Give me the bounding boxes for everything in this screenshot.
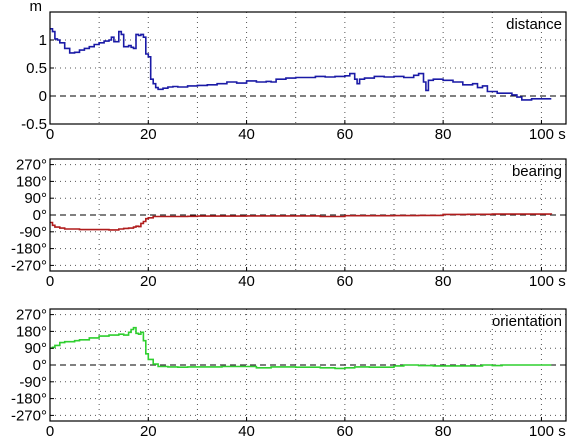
chart-2-ytick-label: 90°	[24, 340, 47, 357]
chart-1-xtick-label: 20	[140, 273, 157, 290]
bearing-panel: 270°180°90°0°-90°-180°-270°0 20 40 60 80 100 s…	[11, 157, 567, 290]
chart-0-ytick-label: -0.5	[21, 116, 47, 133]
chart-0-ylabel: m	[30, 0, 43, 15]
chart-1-xtick-label: 100	[529, 273, 554, 290]
chart-0-xtick-label: 60	[337, 126, 354, 143]
chart-0-series-line	[50, 28, 552, 101]
orientation-panel: 270°180°90°0°-90°-180°-270°0 20 40 60 80 100 s…	[11, 307, 567, 437]
chart-0-xlabel: s	[558, 126, 566, 143]
chart-0-title: distance	[506, 16, 562, 33]
chart-2-xtick-label: 40	[238, 423, 255, 437]
chart-1-ytick-label: 90°	[24, 190, 47, 207]
chart-1-xtick-label: 40	[238, 273, 255, 290]
chart-0-xtick-label: 40	[238, 126, 255, 143]
chart-0-xtick-label: 100	[529, 126, 554, 143]
chart-2-title: orientation	[492, 313, 562, 330]
chart-0-xtick-label: 0	[46, 126, 54, 143]
chart-2-xtick-label: 80	[435, 423, 452, 437]
chart-1-xtick-label: 80	[435, 273, 452, 290]
chart-2-series-line	[50, 326, 552, 370]
chart-0-xtick-label: 20	[140, 126, 157, 143]
chart-0-ytick-label: 1	[39, 32, 47, 49]
chart-1-ytick-label: 270°	[16, 157, 47, 174]
chart-1-ytick-label: -270°	[11, 257, 47, 274]
chart-1-ytick-label: 180°	[16, 173, 47, 190]
chart-2-ytick-label: 0°	[33, 357, 47, 374]
chart-2-ytick-label: -90°	[19, 374, 47, 391]
chart-1-ytick-label: -90°	[19, 224, 47, 241]
chart-1-ytick-label: -180°	[11, 241, 47, 258]
chart-0-xtick-label: 80	[435, 126, 452, 143]
chart-2-xtick-label: 60	[337, 423, 354, 437]
chart-2-ytick-label: 180°	[16, 323, 47, 340]
chart-0-grid	[49, 12, 566, 125]
chart-0-ytick-label: 0.5	[26, 60, 47, 77]
chart-2-xtick-label: 100	[529, 423, 554, 437]
chart-1-series-line	[50, 213, 553, 231]
chart-1-xtick-label: 60	[337, 273, 354, 290]
chart-2-xlabel: s	[558, 423, 566, 437]
chart-1-ytick-label: 0°	[33, 207, 47, 224]
chart-1-xlabel: s	[558, 273, 566, 290]
chart-2-ytick-label: -180°	[11, 391, 47, 408]
chart-2-xtick-label: 20	[140, 423, 157, 437]
chart-0-ytick-label: 0	[39, 88, 47, 105]
chart-2-ytick-label: -270°	[11, 407, 47, 424]
chart-1-xtick-label: 0	[46, 273, 54, 290]
chart-1-title: bearing	[512, 163, 562, 180]
chart-0-frame	[49, 11, 567, 125]
chart-2-xtick-label: 0	[46, 423, 54, 437]
chart-2-ytick-label: 270°	[16, 307, 47, 324]
